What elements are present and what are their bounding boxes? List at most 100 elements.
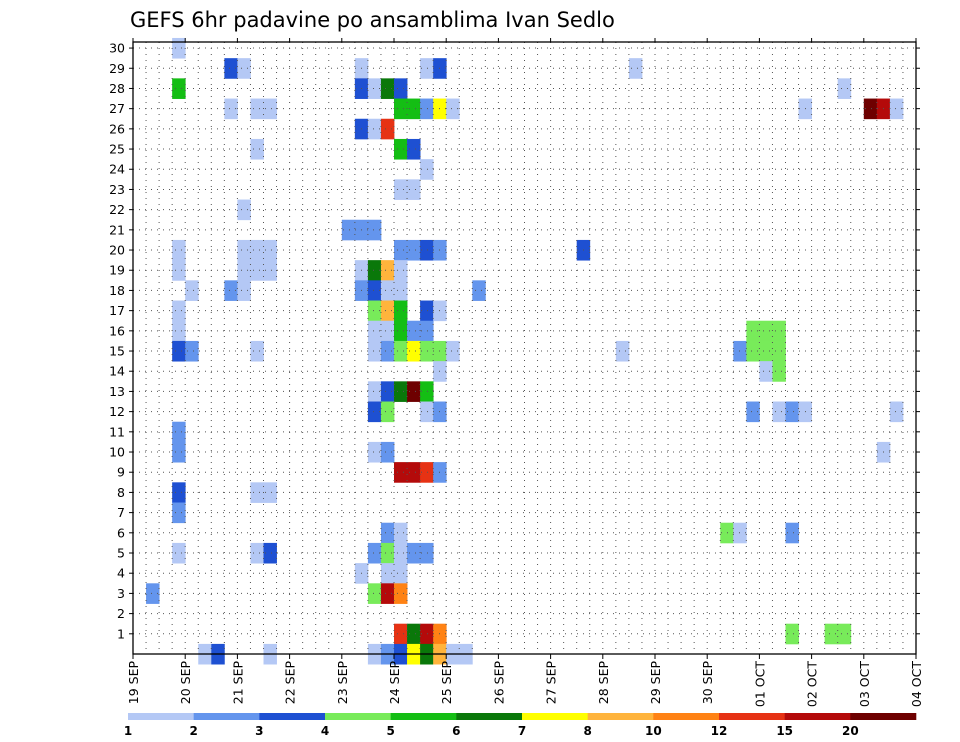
heatmap-cell bbox=[772, 320, 786, 342]
heatmap-cell bbox=[407, 179, 421, 200]
heatmap-cell bbox=[367, 280, 382, 301]
heatmap-cell bbox=[407, 542, 421, 564]
y-tick-label: 21 bbox=[109, 222, 125, 237]
y-tick-label: 8 bbox=[117, 485, 125, 500]
y-tick-label: 28 bbox=[109, 81, 125, 96]
y-tick-label: 26 bbox=[109, 121, 125, 136]
colorbar-label: 15 bbox=[776, 724, 793, 738]
heatmap-cell bbox=[367, 118, 382, 140]
x-tick-label: 03 OCT bbox=[857, 661, 872, 707]
heatmap-cell bbox=[759, 340, 773, 362]
heatmap-cell bbox=[394, 462, 408, 483]
colorbar-label: 4 bbox=[321, 724, 329, 738]
heatmap-cell bbox=[380, 522, 395, 544]
heatmap-cell bbox=[172, 482, 186, 503]
heatmap-cell bbox=[250, 239, 264, 261]
heatmap-cell bbox=[759, 361, 773, 382]
heatmap-cell bbox=[394, 280, 408, 301]
heatmap-cell bbox=[224, 58, 238, 79]
x-tick-label: 20 SEP bbox=[178, 661, 193, 705]
colorbar-swatch bbox=[587, 713, 654, 720]
heatmap-cell bbox=[394, 320, 408, 342]
heatmap-cell bbox=[420, 542, 434, 564]
heatmap-cell bbox=[420, 462, 434, 483]
heatmap-cell bbox=[263, 482, 277, 503]
heatmap-cell bbox=[367, 300, 382, 322]
colorbar-legend: 1 2 3 4 5 6 7 8 10 12 15 20 bbox=[124, 713, 917, 738]
heatmap-cell bbox=[394, 300, 408, 322]
heatmap-cell bbox=[420, 401, 434, 423]
y-tick-label: 10 bbox=[109, 445, 125, 460]
y-tick-label: 25 bbox=[109, 142, 125, 157]
heatmap-cell bbox=[380, 583, 395, 604]
x-tick-label: 30 SEP bbox=[700, 661, 715, 705]
heatmap-cell bbox=[407, 462, 421, 483]
heatmap-cell bbox=[250, 340, 264, 362]
heatmap-cell bbox=[394, 179, 408, 200]
colorbar-label: 12 bbox=[711, 724, 728, 738]
heatmap-cell bbox=[394, 381, 408, 402]
heatmap-cell bbox=[172, 320, 186, 342]
heatmap-cells bbox=[146, 37, 904, 665]
heatmap-cell bbox=[446, 340, 460, 362]
heatmap-cell bbox=[420, 340, 434, 362]
heatmap-cell bbox=[394, 583, 408, 604]
heatmap-cell bbox=[420, 300, 434, 322]
y-tick-label: 22 bbox=[109, 202, 125, 217]
heatmap-cell bbox=[420, 159, 434, 180]
heatmap-cell bbox=[380, 300, 395, 322]
y-tick-label: 17 bbox=[109, 303, 125, 318]
heatmap-cell bbox=[367, 78, 382, 99]
colorbar-label: 5 bbox=[386, 724, 394, 738]
heatmap-cell bbox=[367, 583, 382, 604]
colorbar-swatch bbox=[653, 713, 720, 720]
y-tick-label: 2 bbox=[117, 606, 125, 621]
heatmap-cell bbox=[420, 98, 434, 120]
x-tick-label: 04 OCT bbox=[909, 661, 924, 707]
heatmap-cell bbox=[394, 239, 408, 261]
heatmap-cell bbox=[380, 280, 395, 301]
colorbar-label: 20 bbox=[842, 724, 859, 738]
heatmap-cell bbox=[628, 58, 643, 79]
heatmap-cell bbox=[733, 522, 747, 544]
colorbar-label: 1 bbox=[124, 724, 132, 738]
heatmap-cell bbox=[263, 260, 277, 281]
y-tick-label: 7 bbox=[117, 505, 125, 520]
heatmap-cell bbox=[380, 542, 395, 564]
heatmap-cell bbox=[341, 219, 356, 241]
heatmap-cell bbox=[263, 98, 277, 120]
heatmap-cell bbox=[785, 401, 799, 423]
heatmap-cell bbox=[837, 623, 852, 645]
x-tick-label: 28 SEP bbox=[596, 661, 611, 705]
heatmap-cell bbox=[172, 260, 186, 281]
heatmap-cell bbox=[185, 280, 199, 301]
heatmap-cell bbox=[733, 340, 747, 362]
heatmap-cell bbox=[263, 239, 277, 261]
heatmap-cell bbox=[837, 78, 852, 99]
heatmap-cell bbox=[224, 98, 238, 120]
heatmap-cell bbox=[172, 300, 186, 322]
heatmap-cell bbox=[446, 98, 460, 120]
x-tick-label: 01 OCT bbox=[752, 661, 767, 707]
heatmap-cell bbox=[889, 401, 904, 423]
x-tick-label: 25 SEP bbox=[439, 661, 454, 705]
heatmap-cell bbox=[420, 239, 434, 261]
colorbar-swatch bbox=[850, 713, 917, 720]
heatmap-cell bbox=[746, 401, 760, 423]
heatmap-cell bbox=[367, 401, 382, 423]
heatmap-cell bbox=[394, 138, 408, 160]
heatmap-cell bbox=[380, 381, 395, 402]
colorbar-swatch bbox=[128, 713, 194, 720]
y-axis: 1234567891011121314151617181920212223242… bbox=[109, 41, 920, 641]
x-tick-label: 29 SEP bbox=[648, 661, 663, 705]
heatmap-cell bbox=[237, 280, 251, 301]
x-tick-label: 21 SEP bbox=[230, 661, 245, 705]
x-tick-label: 24 SEP bbox=[387, 661, 402, 705]
heatmap-cell bbox=[746, 320, 760, 342]
heatmap-cell bbox=[380, 340, 395, 362]
y-tick-label: 27 bbox=[109, 101, 125, 116]
y-tick-label: 30 bbox=[109, 41, 125, 56]
heatmap-cell bbox=[394, 98, 408, 120]
heatmap-cell bbox=[172, 421, 186, 443]
heatmap-cell bbox=[172, 239, 186, 261]
